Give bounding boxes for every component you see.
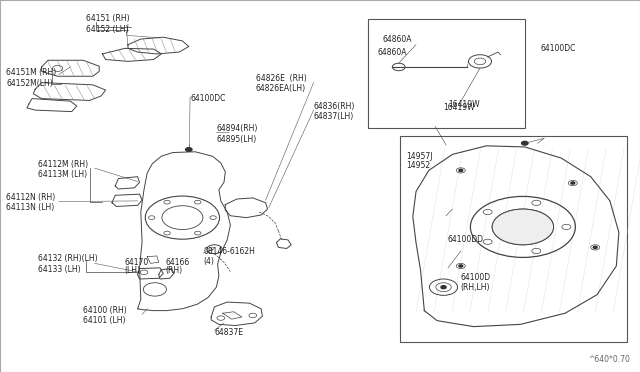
Text: (RH): (RH) [165, 266, 182, 275]
Text: 64151 (RH)
64152 (LH): 64151 (RH) 64152 (LH) [86, 15, 130, 34]
Text: ^640*0.70: ^640*0.70 [589, 355, 630, 364]
Text: (LH): (LH) [125, 266, 141, 275]
Text: 64836(RH)
64837(LH): 64836(RH) 64837(LH) [314, 102, 355, 121]
Circle shape [441, 286, 446, 289]
Text: 64100D
(RH,LH): 64100D (RH,LH) [461, 273, 491, 292]
Text: 64826E  (RH)
64826EA(LH): 64826E (RH) 64826EA(LH) [256, 74, 307, 93]
Circle shape [522, 141, 528, 145]
Text: 64166: 64166 [165, 258, 189, 267]
Text: 08146-6162H
(4): 08146-6162H (4) [204, 247, 255, 266]
Text: 64170: 64170 [125, 258, 149, 267]
Text: 64132 (RH)(LH)
64133 (LH): 64132 (RH)(LH) 64133 (LH) [38, 254, 98, 274]
Text: 64837E: 64837E [214, 328, 243, 337]
Text: 14957J: 14957J [406, 152, 433, 161]
Text: 64100DC: 64100DC [191, 94, 226, 103]
Circle shape [571, 182, 575, 184]
Text: 64151M (RH)
64152M(LH): 64151M (RH) 64152M(LH) [6, 68, 57, 88]
Circle shape [593, 246, 597, 248]
Bar [368, 19, 525, 128]
Text: 64894(RH)
64895(LH): 64894(RH) 64895(LH) [216, 124, 258, 144]
Text: 64112M (RH)
64113M (LH): 64112M (RH) 64113M (LH) [38, 160, 88, 179]
Text: 14952: 14952 [406, 161, 431, 170]
Text: 64860A: 64860A [382, 35, 412, 44]
Text: 64100DD: 64100DD [448, 235, 484, 244]
Bar [400, 136, 627, 342]
Text: 16419W: 16419W [448, 100, 479, 109]
Text: 64100DC: 64100DC [541, 44, 576, 53]
Circle shape [459, 265, 463, 267]
Circle shape [492, 209, 554, 245]
Text: 16419W: 16419W [444, 103, 475, 112]
Circle shape [186, 148, 192, 151]
Text: 64860A: 64860A [378, 48, 407, 57]
Text: 64112N (RH)
64113N (LH): 64112N (RH) 64113N (LH) [6, 193, 56, 212]
Circle shape [459, 169, 463, 171]
Text: 64100 (RH)
64101 (LH): 64100 (RH) 64101 (LH) [83, 306, 127, 325]
Text: S: S [209, 247, 212, 252]
